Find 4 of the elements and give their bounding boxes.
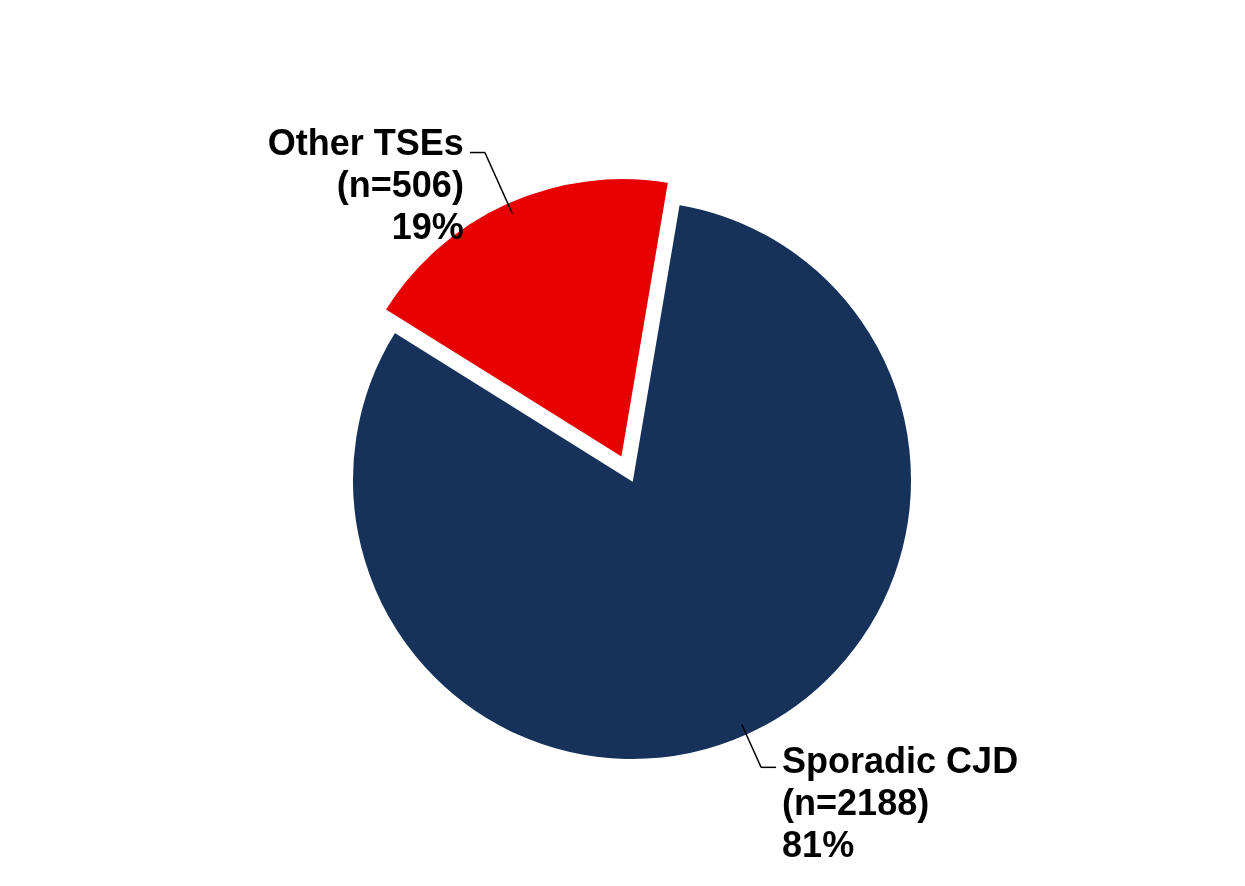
slice-label: Other TSEs xyxy=(267,121,464,163)
slice-label: Sporadic CJD xyxy=(782,740,1019,782)
data-label: (n=2188) 81% xyxy=(782,782,930,866)
data-label: (n=506) 19% xyxy=(336,163,464,247)
